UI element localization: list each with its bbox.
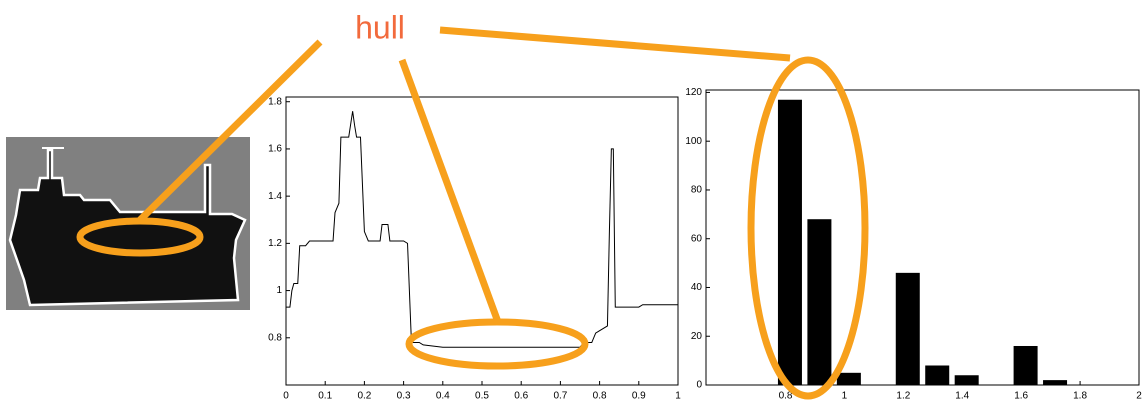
annotation-label: hull: [355, 9, 405, 45]
figure: 0 0.1 0.2 0.3 0.4 0.5 0.6 0.7 0.8 0.9 1 0.8 1 1.2 1.4 1…: [0, 0, 1142, 402]
y-tick-label: 80: [691, 185, 703, 196]
x-tick-label: 0.5: [475, 391, 489, 402]
y-tick-label: 1.2: [268, 238, 282, 249]
x-tick-label: 0.3: [397, 391, 411, 402]
y-tick-label: 100: [685, 136, 702, 147]
x-tick-label: 0.4: [436, 391, 450, 402]
bar: [896, 273, 920, 385]
x-tick-label: 0.2: [357, 391, 371, 402]
y-tick-label: 40: [691, 282, 703, 293]
y-tick-label: 1.4: [268, 191, 282, 202]
x-tick-label: 0.9: [632, 391, 646, 402]
bar: [925, 365, 949, 385]
x-tick-label: 1.6: [1014, 391, 1028, 402]
data-line: [286, 111, 678, 347]
bar: [955, 375, 979, 385]
y-tick-label: 0: [696, 380, 702, 391]
y-tick-label: 1.8: [268, 96, 282, 107]
x-tick-label: 0.1: [318, 391, 332, 402]
x-tick-label: 1.8: [1073, 391, 1087, 402]
y-tick-label: 20: [691, 331, 703, 342]
bar: [778, 100, 802, 385]
bar: [1014, 346, 1038, 385]
x-tick-label: 0: [283, 391, 289, 402]
y-tick-label: 60: [691, 233, 703, 244]
x-tick-label: 0.8: [593, 391, 607, 402]
x-tick-label: 2: [1136, 391, 1142, 402]
y-tick-label: 1: [276, 285, 282, 296]
x-tick-label: 0.7: [553, 391, 567, 402]
bar: [807, 219, 831, 385]
x-tick-label: 1.2: [896, 391, 910, 402]
y-tick-label: 1.6: [268, 144, 282, 155]
y-tick-label: 0.8: [268, 332, 282, 343]
x-tick-label: 1: [675, 391, 681, 402]
y-tick-label: 120: [685, 87, 702, 98]
x-tick-label: 1.4: [955, 391, 969, 402]
bar: [1043, 380, 1067, 385]
x-tick-label: 1: [842, 391, 848, 402]
bar: [837, 373, 861, 385]
x-tick-label: 0.6: [514, 391, 528, 402]
